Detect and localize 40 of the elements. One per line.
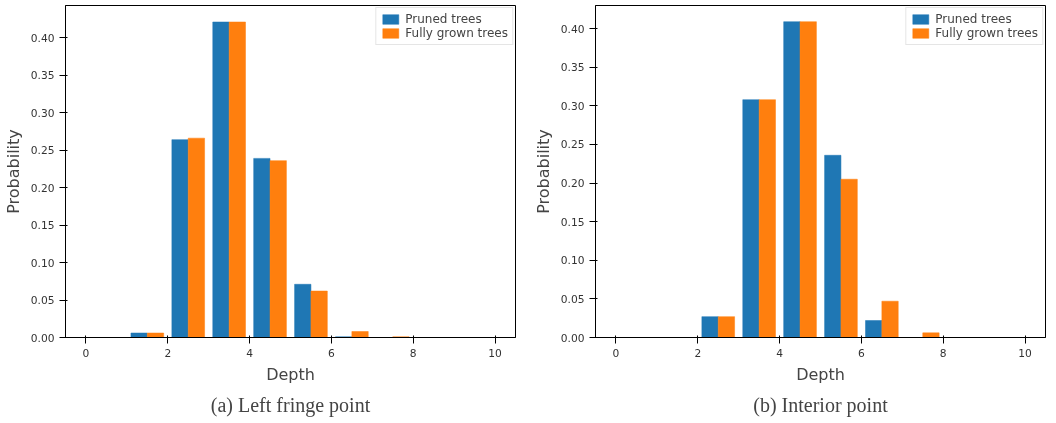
x-tick-label: 6	[328, 346, 336, 360]
x-tick-label: 10	[488, 346, 503, 360]
y-tick-label: 0.30	[560, 99, 585, 113]
x-tick-label: 10	[1018, 346, 1033, 360]
y-tick-label: 0.25	[30, 144, 55, 158]
y-tick-label: 0.05	[560, 292, 585, 306]
legend-label: Fully grown trees	[935, 26, 1038, 40]
y-tick-label: 0.00	[30, 331, 55, 345]
y-tick-label: 0.20	[560, 177, 585, 191]
y-tick-label: 0.00	[560, 331, 585, 345]
x-tick-label: 2	[164, 346, 172, 360]
y-tick-label: 0.05	[30, 294, 55, 308]
x-tick-label: 6	[858, 346, 866, 360]
legend-label: Fully grown trees	[405, 26, 508, 40]
y-tick-label: 0.35	[560, 61, 585, 75]
y-tick-label: 0.10	[560, 254, 585, 268]
y-tick-label: 0.40	[30, 31, 55, 45]
x-tick-label: 2	[694, 346, 702, 360]
y-tick-label: 0.25	[560, 138, 585, 152]
y-tick-label: 0.40	[560, 22, 585, 36]
x-tick-label: 8	[409, 346, 417, 360]
y-tick-label: 0.15	[30, 219, 55, 233]
x-tick-label: 4	[776, 346, 784, 360]
y-tick-label: 0.20	[30, 181, 55, 195]
y-tick-label: 0.30	[30, 106, 55, 120]
x-tick-label: 0	[612, 346, 620, 360]
text: (a) Left fringe point	[210, 393, 371, 417]
x-tick-label: 4	[246, 346, 254, 360]
y-tick-label: 0.35	[30, 69, 55, 83]
text: (b) Interior point	[753, 393, 889, 417]
y-tick-label: 0.10	[30, 256, 55, 270]
x-axis-title: Depth	[796, 364, 845, 384]
legend-label: Pruned trees	[935, 12, 1012, 26]
y-tick-label: 0.15	[560, 215, 585, 229]
x-axis-title: Depth	[266, 364, 315, 384]
y-axis-title: Probability	[3, 129, 23, 214]
x-tick-label: 8	[939, 346, 947, 360]
legend-label: Pruned trees	[405, 12, 482, 26]
x-tick-label: 0	[82, 346, 90, 360]
y-axis-title: Probability	[533, 129, 553, 214]
